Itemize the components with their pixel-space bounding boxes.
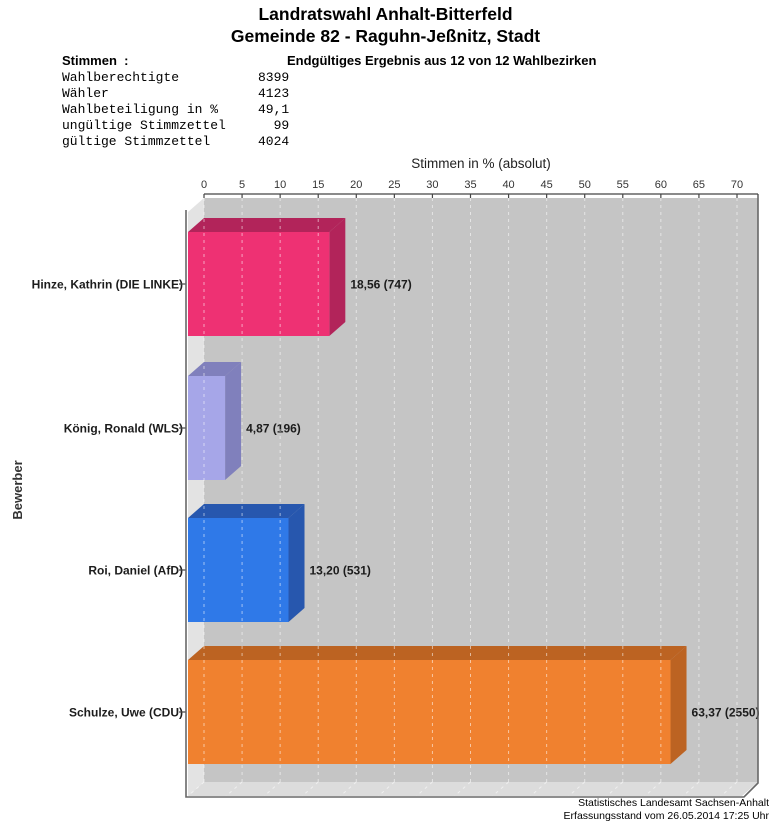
stat-value: 8399 xyxy=(258,70,290,85)
title-line2: Gemeinde 82 - Raguhn-Jeßnitz, Stadt xyxy=(230,26,541,46)
stat-row-waehler: Wähler 4123 xyxy=(62,86,289,102)
bar-top-3 xyxy=(188,646,687,660)
footer-status: Erfassungsstand vom 26.05.2014 17:25 Uhr xyxy=(563,810,769,822)
axis-tick-label: 25 xyxy=(388,179,400,191)
bar-0 xyxy=(188,232,330,336)
y-axis-title: Bewerber xyxy=(10,460,25,519)
x-axis-title: Stimmen in % (absolut) xyxy=(411,156,551,171)
stat-label: Wahlberechtigte xyxy=(62,70,180,85)
axis-tick-label: 30 xyxy=(426,179,438,191)
stat-row-wahlberechtigte: Wahlberechtigte 8399 xyxy=(62,70,289,86)
bar-value-label-2: 13,20 (531) xyxy=(310,564,371,578)
title-line1: Landratswahl Anhalt-Bitterfeld xyxy=(258,4,513,24)
axis-tick-label: 60 xyxy=(655,179,667,191)
bar-side-1 xyxy=(225,362,242,480)
stats-table: Wahlberechtigte 8399 Wähler 4123 Wahlbet… xyxy=(62,70,289,150)
stat-row-wahlbeteiligung: Wahlbeteiligung in % 49,1 xyxy=(62,102,289,118)
stat-row-gueltige: gültige Stimmzettel 4024 xyxy=(62,134,289,150)
bar-value-label-3: 63,37 (2550) xyxy=(692,706,760,720)
footer: Statistisches Landesamt Sachsen-Anhalt E… xyxy=(564,797,769,823)
page-title: Landratswahl Anhalt-Bitterfeld Gemeinde … xyxy=(0,3,771,47)
bar-side-2 xyxy=(288,504,305,622)
stat-label: Wahlbeteiligung in % xyxy=(62,102,219,117)
plot-border xyxy=(185,194,759,798)
stat-label: gültige Stimmzettel xyxy=(62,134,211,149)
axis-tick-label: 15 xyxy=(312,179,324,191)
footer-source: Statistisches Landesamt Sachsen-Anhalt xyxy=(578,797,769,809)
axis-tick-label: 50 xyxy=(579,179,591,191)
stat-row-ungueltige: ungültige Stimmzettel 99 xyxy=(62,118,289,134)
axis-tick-label: 40 xyxy=(502,179,514,191)
stat-value: 4024 xyxy=(258,134,290,149)
axis-tick-label: 55 xyxy=(617,179,629,191)
bar-3 xyxy=(188,660,671,764)
axis-tick-label: 0 xyxy=(201,179,207,191)
category-label-3: Schulze, Uwe (CDU) xyxy=(69,706,183,720)
axis-tick-label: 35 xyxy=(464,179,476,191)
chart-canvas: 18,56 (747) Hinze, Kathrin (DIE LINKE) 4,8… xyxy=(10,156,760,798)
axis-tick-label: 20 xyxy=(350,179,362,191)
plot-floor xyxy=(188,782,758,796)
bar-chart: 18,56 (747) Hinze, Kathrin (DIE LINKE) 4,8… xyxy=(0,150,771,810)
axis-tick-label: 5 xyxy=(239,179,245,191)
result-status: Endgültiges Ergebnis aus 12 von 12 Wahlb… xyxy=(287,53,597,68)
stat-label: ungültige Stimmzettel xyxy=(62,118,226,133)
axis-tick-label: 45 xyxy=(541,179,553,191)
bar-1 xyxy=(188,376,226,480)
bar-value-label-1: 4,87 (196) xyxy=(246,422,301,436)
bar-top-2 xyxy=(188,504,305,518)
category-label-1: König, Ronald (WLS) xyxy=(64,422,183,436)
stat-label: Wähler xyxy=(62,86,109,101)
stat-value: 49,1 xyxy=(258,102,290,117)
stimmen-label: Stimmen : xyxy=(62,53,129,68)
axis-tick-label: 70 xyxy=(731,179,743,191)
axis-tick-label: 65 xyxy=(693,179,705,191)
bar-value-label-0: 18,56 (747) xyxy=(350,278,411,292)
stat-value: 4123 xyxy=(258,86,290,101)
subheader: Stimmen : Endgültiges Ergebnis aus 12 vo… xyxy=(0,53,771,69)
bar-side-3 xyxy=(670,646,687,764)
category-label-2: Roi, Daniel (AfD) xyxy=(88,564,183,578)
bar-top-1 xyxy=(188,362,242,376)
plot-left-wall xyxy=(188,198,204,796)
category-label-0: Hinze, Kathrin (DIE LINKE) xyxy=(32,278,183,292)
bar-side-0 xyxy=(329,218,346,336)
stat-value: 99 xyxy=(273,118,290,133)
bar-2 xyxy=(188,518,289,622)
bar-top-0 xyxy=(188,218,346,232)
axis-tick-label: 10 xyxy=(274,179,286,191)
